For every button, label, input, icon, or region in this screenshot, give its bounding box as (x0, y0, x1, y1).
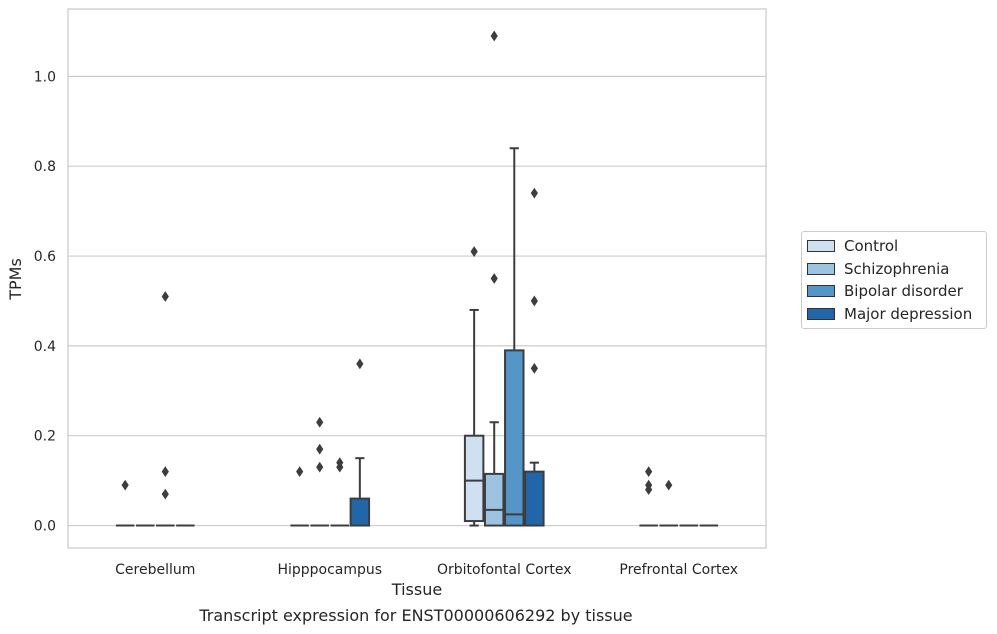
box-control (115, 479, 135, 527)
y-tick-label: 0.0 (34, 519, 56, 535)
y-tick-label: 0.8 (34, 159, 56, 175)
outlier-point (356, 358, 364, 370)
y-tick-label: 0.6 (34, 249, 56, 265)
box-body (504, 349, 525, 527)
legend-label: Schizophrenia (844, 259, 950, 278)
legend: Control Schizophrenia Bipolar disorder Majo… (801, 231, 987, 329)
outlier-point (645, 466, 653, 478)
legend-label: Control (844, 237, 899, 256)
outlier-point (336, 457, 344, 469)
box-bipolar-disorder (330, 457, 350, 527)
outlier-point (161, 466, 169, 478)
legend-swatch (807, 262, 835, 275)
legend-label: Bipolar disorder (844, 282, 963, 301)
box-body (524, 470, 545, 527)
legend-item: Control (807, 235, 986, 258)
legend-label: Major depression (844, 304, 973, 323)
box-control (463, 246, 485, 527)
box-control (639, 466, 658, 527)
outlier-point (530, 362, 538, 374)
x-tick-label: Prefrontal Cortex (619, 562, 738, 578)
box-plots (115, 30, 719, 527)
box-schizophrenia (659, 479, 678, 527)
legend-swatch (807, 285, 835, 298)
box-body (349, 497, 371, 527)
outlier-point (161, 488, 169, 500)
outlier-point (530, 295, 538, 307)
y-tick-label: 1.0 (34, 69, 56, 85)
box-bipolar-disorder (504, 147, 525, 527)
legend-swatch (807, 307, 835, 320)
x-tick-label: Orbitofontal Cortex (437, 562, 572, 578)
x-tick-label: Hipppocampus (277, 562, 382, 578)
box-major-depression (524, 187, 545, 527)
outlier-point (530, 187, 538, 199)
outlier-point (665, 479, 673, 491)
outlier-point (296, 466, 304, 478)
box-schizophrenia (310, 416, 329, 527)
outlier-point (490, 273, 498, 284)
outlier-point (316, 461, 324, 473)
x-axis-label: Tissue (391, 580, 442, 599)
box-schizophrenia (483, 30, 505, 527)
x-tick-labels: Cerebellum Hipppocampus Orbitofontal Corte… (115, 562, 738, 578)
outlier-point (121, 479, 129, 491)
y-tick-labels: 0.0 0.2 0.4 0.6 0.8 1.0 (34, 69, 56, 534)
outlier-point (490, 30, 498, 42)
y-axis-label: TPMs (6, 258, 25, 301)
legend-item: Schizophrenia (807, 258, 986, 281)
box-bipolar-disorder (156, 291, 175, 527)
outlier-point (316, 443, 324, 455)
y-tick-label: 0.4 (34, 339, 56, 355)
box-control (290, 466, 309, 527)
plot-background (68, 9, 766, 548)
box-body (483, 472, 505, 527)
legend-item: Bipolar disorder (807, 280, 986, 303)
outlier-point (645, 479, 653, 491)
box-major-depression (349, 358, 371, 527)
chart-caption: Transcript expression for ENST0000060629… (199, 606, 633, 625)
x-tick-label: Cerebellum (115, 562, 195, 578)
legend-swatch (807, 240, 835, 253)
y-tick-label: 0.2 (34, 429, 56, 445)
box-body (463, 434, 485, 523)
outlier-point (470, 246, 478, 257)
plot-frame (67, 8, 767, 549)
outlier-point (316, 416, 324, 428)
outlier-point (161, 291, 169, 302)
legend-item: Major depression (807, 303, 986, 326)
